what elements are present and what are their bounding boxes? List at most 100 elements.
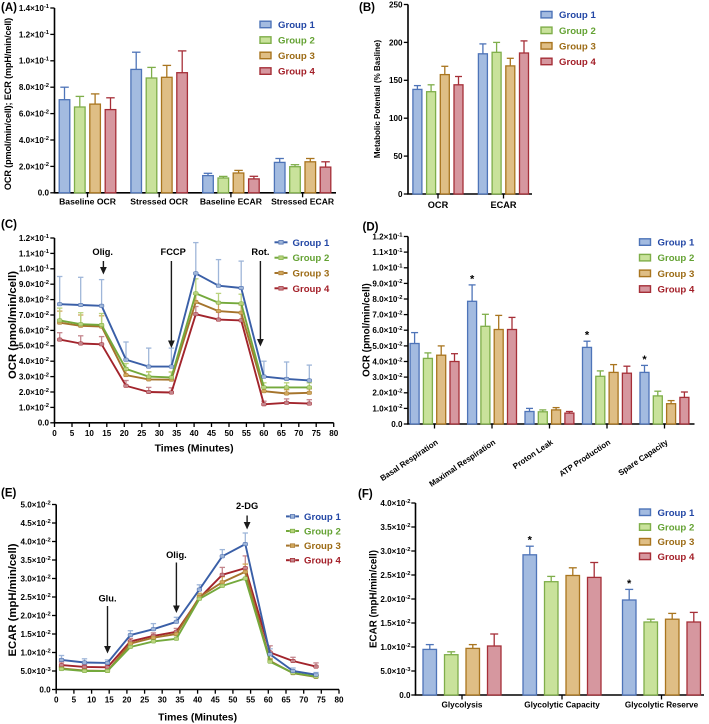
- svg-text:Group 4: Group 4: [658, 552, 695, 563]
- svg-text:1.5×10-2: 1.5×10-2: [21, 630, 51, 639]
- svg-text:75: 75: [317, 696, 327, 705]
- svg-text:0: 0: [398, 190, 403, 199]
- svg-text:30: 30: [158, 696, 168, 705]
- svg-text:1.0×10-1: 1.0×10-1: [372, 264, 403, 273]
- svg-text:1.5×10-2: 1.5×10-2: [380, 619, 410, 628]
- svg-text:3.0×10-2: 3.0×10-2: [19, 372, 49, 381]
- svg-text:35: 35: [172, 429, 182, 438]
- svg-text:OCR (pmol/min/cell): OCR (pmol/min/cell): [362, 283, 373, 377]
- svg-text:3.0×10-2: 3.0×10-2: [372, 373, 402, 382]
- svg-text:2.0×10-2: 2.0×10-2: [19, 162, 49, 171]
- svg-text:Glycolysis: Glycolysis: [442, 701, 483, 710]
- svg-text:Group 3: Group 3: [304, 541, 341, 552]
- svg-text:(B): (B): [359, 2, 375, 14]
- svg-text:2.5×10-2: 2.5×10-2: [380, 571, 410, 580]
- svg-text:0: 0: [52, 429, 57, 438]
- svg-text:Group 3: Group 3: [278, 51, 315, 62]
- svg-text:65: 65: [281, 696, 291, 705]
- svg-text:55: 55: [246, 696, 256, 705]
- svg-text:Baseline OCR: Baseline OCR: [59, 197, 117, 207]
- svg-text:5.0×10-3: 5.0×10-3: [380, 667, 411, 676]
- svg-text:1.4×10-1: 1.4×10-1: [19, 4, 50, 13]
- svg-text:*: *: [585, 330, 590, 342]
- svg-text:Olig.: Olig.: [92, 247, 113, 257]
- svg-text:250: 250: [389, 0, 403, 9]
- svg-text:1.2×10-1: 1.2×10-1: [372, 232, 403, 241]
- svg-text:55: 55: [242, 429, 252, 438]
- svg-text:Times (Minutes): Times (Minutes): [158, 713, 237, 724]
- svg-text:OCR (pmol/min/cell): OCR (pmol/min/cell): [7, 271, 19, 379]
- svg-text:Group 2: Group 2: [559, 26, 596, 37]
- svg-text:25: 25: [140, 696, 150, 705]
- svg-text:Group 1: Group 1: [278, 20, 315, 31]
- svg-text:2.0×10-2: 2.0×10-2: [19, 388, 49, 397]
- svg-text:9.0×10-2: 9.0×10-2: [19, 280, 49, 289]
- svg-text:80: 80: [334, 696, 344, 705]
- svg-text:6.0×10-2: 6.0×10-2: [372, 326, 402, 335]
- svg-text:1.0×10-2: 1.0×10-2: [380, 643, 410, 652]
- svg-text:4.0×10-2: 4.0×10-2: [19, 357, 49, 366]
- svg-text:0.0: 0.0: [39, 685, 51, 694]
- svg-text:150: 150: [389, 76, 403, 85]
- svg-text:0.0: 0.0: [399, 691, 411, 700]
- svg-text:2.0×10-2: 2.0×10-2: [21, 611, 51, 620]
- svg-text:60: 60: [264, 696, 274, 705]
- svg-text:5: 5: [70, 429, 75, 438]
- svg-text:*: *: [627, 578, 632, 590]
- svg-text:FCCP: FCCP: [161, 247, 186, 257]
- svg-text:Glycolytic Capacity: Glycolytic Capacity: [524, 701, 600, 710]
- svg-text:Group 3: Group 3: [559, 41, 596, 52]
- svg-text:(C): (C): [1, 219, 17, 231]
- svg-text:50: 50: [224, 429, 234, 438]
- svg-text:70: 70: [299, 696, 309, 705]
- svg-text:ECAR (mpH/min/cell): ECAR (mpH/min/cell): [7, 543, 19, 656]
- svg-text:1.1×10-1: 1.1×10-1: [372, 248, 403, 257]
- svg-text:4.0×10-2: 4.0×10-2: [372, 357, 402, 366]
- svg-text:Group 2: Group 2: [293, 253, 330, 264]
- svg-text:0.0: 0.0: [391, 420, 403, 429]
- svg-text:10: 10: [87, 696, 97, 705]
- svg-text:Metabolic Potential (% Basline: Metabolic Potential (% Basline): [373, 40, 382, 159]
- svg-text:Group 4: Group 4: [658, 285, 695, 296]
- svg-text:Group 3: Group 3: [293, 269, 330, 280]
- svg-text:4.0×10-2: 4.0×10-2: [19, 136, 49, 145]
- svg-text:Glycolytic Reserve: Glycolytic Reserve: [625, 701, 699, 710]
- svg-text:0: 0: [54, 696, 59, 705]
- svg-text:8.0×10-2: 8.0×10-2: [372, 295, 402, 304]
- svg-text:Glu.: Glu.: [98, 594, 116, 604]
- svg-text:20: 20: [120, 429, 130, 438]
- svg-text:*: *: [470, 273, 475, 285]
- svg-text:Times (Minutes): Times (Minutes): [155, 444, 234, 455]
- svg-text:1.0×10-2: 1.0×10-2: [21, 648, 51, 657]
- svg-text:65: 65: [277, 429, 287, 438]
- svg-text:50: 50: [393, 152, 403, 161]
- svg-text:100: 100: [389, 114, 403, 123]
- svg-text:*: *: [528, 535, 533, 547]
- svg-text:0.0: 0.0: [38, 189, 50, 198]
- svg-text:70: 70: [294, 429, 304, 438]
- svg-text:Group 2: Group 2: [658, 253, 695, 264]
- svg-text:60: 60: [259, 429, 269, 438]
- svg-text:1.0×10-2: 1.0×10-2: [372, 404, 402, 413]
- svg-text:Group 1: Group 1: [304, 512, 341, 523]
- svg-text:40: 40: [190, 429, 200, 438]
- svg-text:OCR (pmol/min/cell); ECR (mpH/: OCR (pmol/min/cell); ECR (mpH/min/cell): [3, 18, 13, 190]
- svg-text:Group 4: Group 4: [304, 556, 341, 567]
- svg-text:1.0×10-2: 1.0×10-2: [19, 403, 49, 412]
- svg-text:Group 2: Group 2: [278, 36, 315, 47]
- svg-text:0.0: 0.0: [38, 419, 50, 428]
- svg-text:(A): (A): [1, 2, 17, 14]
- svg-text:25: 25: [137, 429, 147, 438]
- svg-text:*: *: [642, 354, 647, 366]
- svg-text:5: 5: [72, 696, 77, 705]
- svg-text:Stressed OCR: Stressed OCR: [130, 197, 189, 207]
- svg-text:Olig.: Olig.: [166, 550, 187, 560]
- svg-text:ECAR: ECAR: [490, 200, 516, 210]
- svg-text:5.0×10-2: 5.0×10-2: [372, 342, 402, 351]
- svg-text:8.0×10-2: 8.0×10-2: [19, 295, 49, 304]
- svg-text:7.0×10-2: 7.0×10-2: [19, 311, 49, 320]
- svg-text:Rot.: Rot.: [251, 247, 269, 257]
- svg-text:15: 15: [105, 696, 115, 705]
- svg-text:Group 3: Group 3: [658, 269, 695, 280]
- svg-text:(D): (D): [363, 222, 379, 234]
